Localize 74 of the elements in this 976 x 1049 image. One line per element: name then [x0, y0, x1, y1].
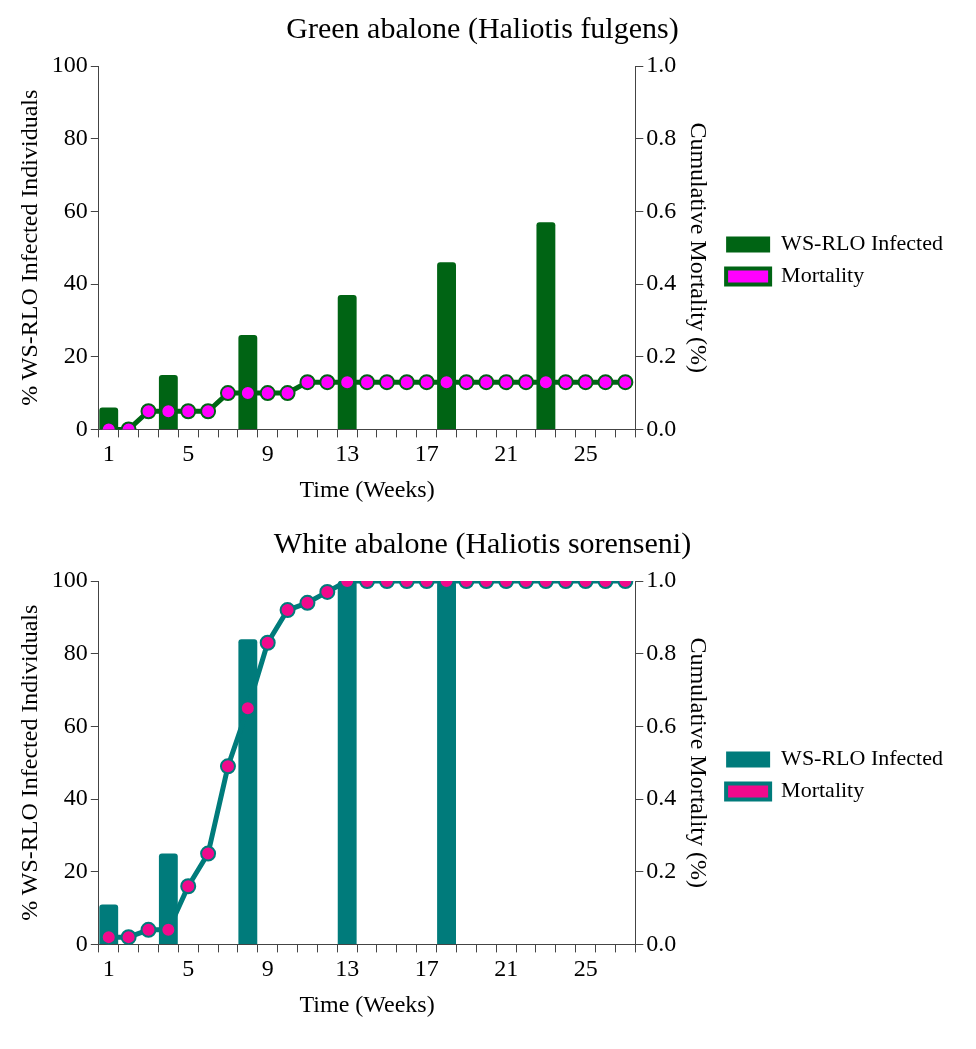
point: [140, 403, 157, 420]
point: [438, 374, 455, 391]
y2-tick-label: 0.8: [646, 123, 677, 150]
x-tick-label: 25: [573, 955, 598, 982]
y-tick-label: 80: [63, 638, 88, 665]
point: [339, 374, 356, 391]
legend-label: WS-RLO Infected: [781, 230, 944, 256]
x-tick-label: 21: [494, 440, 519, 467]
y2-axis-title: Cumulative Mortality (%): [686, 122, 713, 374]
y-tick-label: 0: [75, 929, 88, 956]
y-tick-label: 60: [63, 196, 88, 223]
point: [319, 374, 336, 391]
y2-tick-label: 1.0: [646, 51, 677, 78]
x-axis-title: Time (Weeks): [299, 990, 435, 1017]
y-tick-label: 40: [63, 784, 88, 811]
point: [378, 374, 395, 391]
point: [160, 403, 177, 420]
point: [577, 374, 594, 391]
point: [259, 385, 276, 402]
x-tick-label: 5: [182, 955, 195, 982]
x-tick-label: 9: [261, 955, 274, 982]
point: [398, 374, 415, 391]
y-tick-label: 40: [63, 269, 88, 296]
y2-tick-label: 0.4: [646, 269, 677, 296]
point: [200, 403, 217, 420]
y-tick-label: 100: [51, 51, 88, 78]
point: [518, 374, 535, 391]
x-tick-label: 5: [182, 440, 195, 467]
y-tick-label: 0: [75, 414, 88, 441]
point: [617, 374, 634, 391]
y2-tick-label: 0.4: [646, 784, 677, 811]
x-tick-label: 13: [335, 440, 360, 467]
point: [279, 385, 296, 402]
y-tick-label: 100: [51, 566, 88, 593]
chart-title: Green abalone (Haliotis fulgens): [286, 10, 679, 45]
y2-tick-label: 0.6: [646, 196, 677, 223]
point: [498, 374, 515, 391]
y2-tick-label: 0.8: [646, 638, 677, 665]
point: [219, 385, 236, 402]
x-tick-label: 25: [573, 440, 598, 467]
legend-label: Mortality: [781, 777, 865, 803]
point: [299, 374, 316, 391]
y-tick-label: 60: [63, 711, 88, 738]
chart-title: White abalone (Haliotis sorenseni): [273, 525, 692, 560]
x-tick-label: 17: [414, 955, 439, 982]
y2-tick-label: 0.0: [646, 414, 677, 441]
y2-tick-label: 1.0: [646, 566, 677, 593]
y2-tick-label: 0.0: [646, 929, 677, 956]
y-tick-label: 80: [63, 123, 88, 150]
y-axis-title: % WS-RLO Infected Individuals: [15, 89, 42, 406]
point: [418, 374, 435, 391]
point: [537, 374, 554, 391]
y2-tick-label: 0.6: [646, 711, 677, 738]
x-tick-label: 21: [494, 955, 519, 982]
x-tick-label: 1: [102, 955, 115, 982]
y2-tick-label: 0.2: [646, 342, 677, 369]
y-axis-title: % WS-RLO Infected Individuals: [15, 604, 42, 921]
y2-axis-title: Cumulative Mortality (%): [686, 637, 713, 889]
legend-label: Mortality: [781, 262, 865, 288]
x-axis-title: Time (Weeks): [299, 475, 435, 502]
y2-tick-label: 0.2: [646, 857, 677, 884]
y-tick-label: 20: [63, 857, 88, 884]
legend-label: WS-RLO Infected: [781, 745, 944, 771]
point: [597, 374, 614, 391]
point: [359, 374, 376, 391]
point: [478, 374, 495, 391]
point: [458, 374, 475, 391]
point: [180, 403, 197, 420]
x-tick-label: 13: [335, 955, 360, 982]
y-tick-label: 20: [63, 342, 88, 369]
x-tick-label: 9: [261, 440, 274, 467]
x-tick-label: 17: [414, 440, 439, 467]
point: [557, 374, 574, 391]
x-tick-label: 1: [102, 440, 115, 467]
